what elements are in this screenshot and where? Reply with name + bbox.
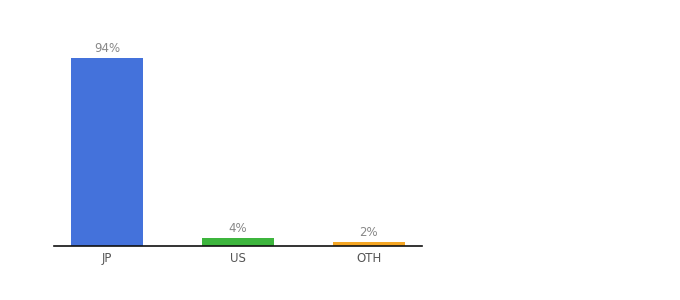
Text: 2%: 2%	[360, 226, 378, 239]
Text: 4%: 4%	[228, 222, 248, 235]
Bar	[71, 58, 143, 246]
Bar	[333, 242, 405, 246]
Text: 94%: 94%	[94, 42, 120, 55]
Bar	[202, 238, 274, 246]
